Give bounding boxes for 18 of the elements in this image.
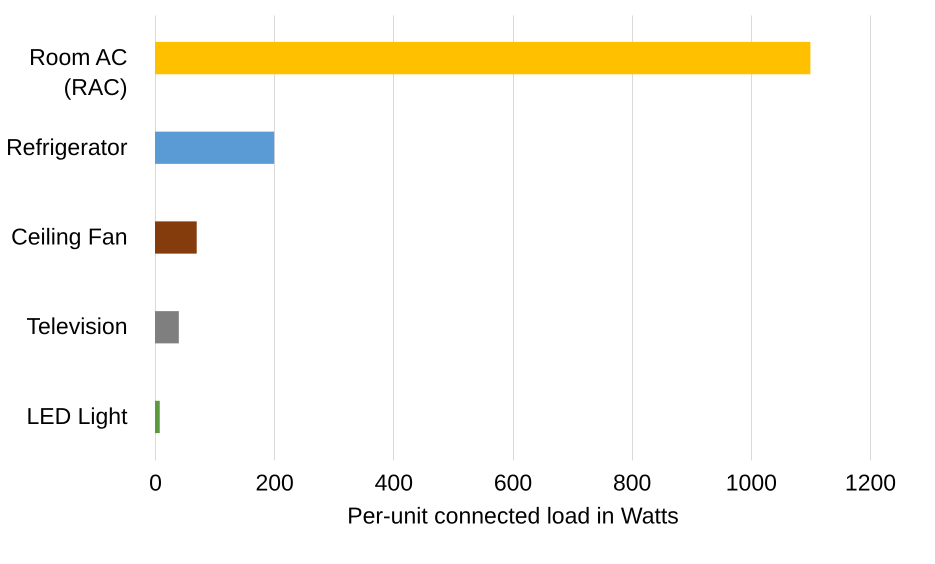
- bar: [155, 221, 197, 254]
- y-tick-label: Refrigerator: [6, 134, 128, 160]
- x-axis-title: Per-unit connected load in Watts: [347, 502, 679, 528]
- x-tick-label: 0: [149, 470, 162, 496]
- y-tick-label: Television: [26, 313, 128, 340]
- bar: [155, 311, 179, 344]
- bar: [155, 132, 274, 164]
- bar: [155, 400, 160, 434]
- bar: [155, 42, 810, 74]
- x-tick-label: 800: [612, 470, 652, 496]
- x-tick-label: 200: [255, 470, 294, 496]
- x-tick-label: 1200: [844, 470, 896, 496]
- y-tick-label: Ceiling Fan: [11, 224, 128, 250]
- x-tick-label: 400: [374, 470, 414, 496]
- y-tick-label: LED Light: [26, 402, 128, 429]
- x-tick-label: 1000: [726, 470, 777, 496]
- y-tick-label: Room AC (RAC): [29, 44, 128, 100]
- x-tick-label: 600: [494, 470, 532, 496]
